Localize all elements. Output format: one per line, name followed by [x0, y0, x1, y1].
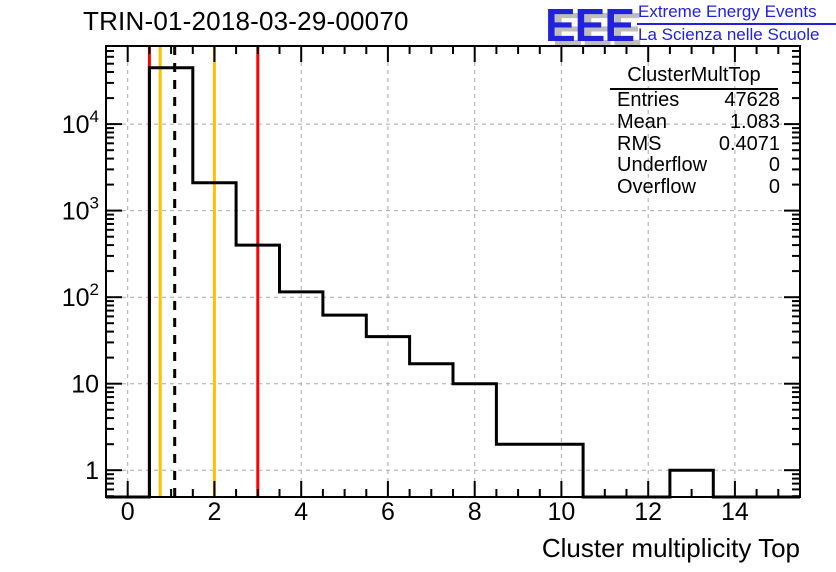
x-tick-label: 12	[634, 498, 662, 526]
x-axis-title: Cluster multiplicity Top	[542, 533, 800, 563]
stat-label: Entries	[617, 89, 680, 111]
histogram-step-line	[106, 66, 800, 499]
stat-label: Underflow	[617, 154, 708, 177]
eee-acronym: EEE	[545, 0, 635, 51]
y-tick-label: 104	[62, 107, 99, 139]
x-tick-label: 2	[207, 498, 221, 526]
plot-title: TRIN-01-2018-03-29-00070	[83, 6, 409, 36]
eee-logo-line2: La Scienza nelle Scuole	[638, 25, 820, 44]
stats-box-title: ClusterMultTop	[627, 64, 761, 86]
stat-label: Mean	[617, 110, 668, 133]
stat-value: 0.4071	[718, 132, 780, 155]
y-tick-label: 103	[62, 194, 99, 226]
y-tick-label: 102	[62, 280, 99, 312]
x-tick-label: 8	[468, 498, 482, 526]
stat-label: Overflow	[617, 176, 696, 199]
stats-box: ClusterMultTop Entries 47628 Mean 1.083 …	[610, 63, 782, 199]
stats-row-entries: Entries 47628	[610, 89, 782, 112]
stats-row-mean: Mean 1.083	[610, 110, 782, 134]
stat-label: RMS	[617, 132, 662, 155]
eee-logo: EEE Extreme Energy Events La Scienza nel…	[545, 0, 836, 48]
stat-value: 0	[768, 176, 780, 199]
stats-box-underline	[610, 88, 778, 90]
eee-logo-line1: Extreme Energy Events	[638, 2, 817, 21]
x-tick-label: 4	[294, 498, 308, 526]
eee-logo-rule	[637, 23, 836, 25]
x-tick-label: 6	[381, 498, 395, 526]
stats-row-underflow: Underflow 0	[610, 155, 782, 177]
y-tick-label: 10	[71, 371, 99, 399]
stats-row-overflow: Overflow 0	[610, 176, 782, 199]
stat-value: 1.083	[729, 110, 780, 133]
x-tick-label: 14	[721, 498, 749, 526]
stats-row-rms: RMS 0.4071	[610, 132, 782, 156]
stat-value: 0	[768, 154, 780, 177]
y-tick-label: 1	[85, 457, 99, 485]
x-tick-label: 0	[121, 498, 135, 526]
x-tick-label: 10	[547, 498, 575, 526]
stat-value: 47628	[724, 89, 780, 111]
